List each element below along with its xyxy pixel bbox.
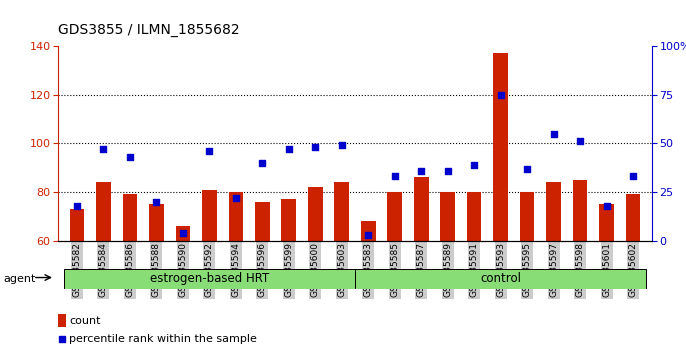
Point	[575, 138, 586, 144]
Bar	[123, 194, 137, 241]
Bar	[440, 192, 455, 241]
Point	[177, 230, 188, 236]
Bar	[388, 192, 402, 241]
Bar	[64, 269, 355, 289]
Text: agent: agent	[3, 274, 36, 284]
Bar	[600, 204, 614, 241]
Point	[548, 131, 559, 136]
Text: estrogen-based HRT: estrogen-based HRT	[150, 272, 269, 285]
Point	[522, 166, 533, 171]
Bar	[573, 180, 587, 241]
Text: control: control	[480, 272, 521, 285]
Point	[56, 336, 67, 342]
Text: percentile rank within the sample: percentile rank within the sample	[69, 334, 257, 344]
Point	[124, 154, 135, 160]
Bar	[335, 182, 349, 241]
Point	[204, 148, 215, 154]
Bar	[361, 221, 375, 241]
Point	[628, 173, 639, 179]
Bar	[547, 182, 561, 241]
Point	[416, 168, 427, 173]
Bar	[176, 226, 190, 241]
Bar	[228, 192, 243, 241]
Point	[336, 142, 347, 148]
Bar	[202, 190, 217, 241]
Bar	[520, 192, 534, 241]
Bar	[467, 192, 482, 241]
Point	[98, 147, 109, 152]
Bar	[69, 209, 84, 241]
Point	[495, 92, 506, 97]
Bar	[96, 182, 110, 241]
Bar	[149, 204, 163, 241]
Text: count: count	[69, 316, 101, 326]
Point	[389, 173, 400, 179]
Bar	[308, 187, 322, 241]
Bar	[493, 53, 508, 241]
Text: GDS3855 / ILMN_1855682: GDS3855 / ILMN_1855682	[58, 23, 240, 37]
Point	[151, 199, 162, 205]
Point	[442, 168, 453, 173]
Bar	[281, 199, 296, 241]
Point	[283, 147, 294, 152]
Point	[310, 144, 321, 150]
Bar	[58, 314, 66, 327]
Point	[71, 203, 82, 209]
Bar	[255, 202, 270, 241]
Point	[257, 160, 268, 166]
Point	[363, 232, 374, 238]
Bar	[626, 194, 641, 241]
Point	[469, 162, 480, 167]
Point	[601, 203, 612, 209]
Bar	[414, 177, 429, 241]
Point	[230, 195, 241, 201]
Bar	[355, 269, 646, 289]
